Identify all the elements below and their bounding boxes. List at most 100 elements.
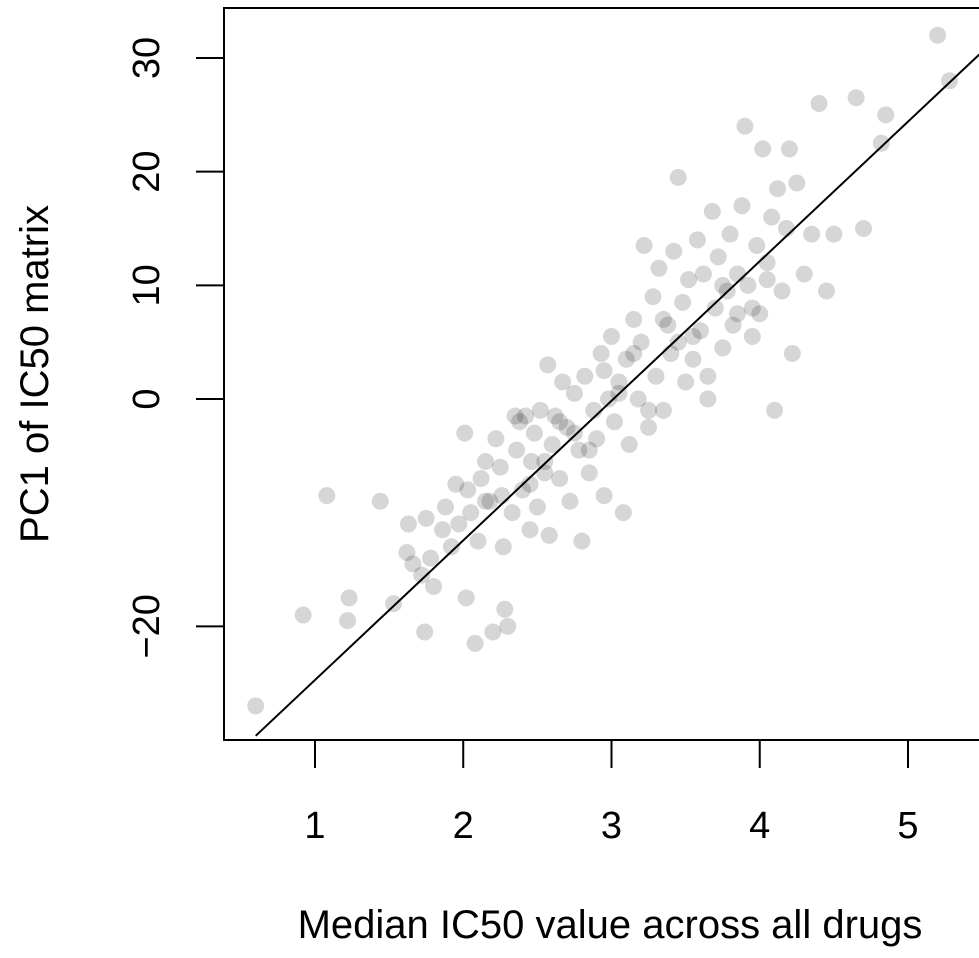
x-tick-label: 1 — [304, 805, 325, 847]
data-point — [739, 276, 757, 294]
data-point — [340, 589, 358, 607]
x-tick-label: 4 — [749, 805, 770, 847]
data-point — [528, 498, 546, 516]
data-point — [721, 225, 739, 243]
data-point — [456, 424, 474, 442]
data-point — [592, 345, 610, 363]
data-point — [773, 282, 791, 300]
data-point — [625, 345, 643, 363]
data-point — [580, 441, 598, 459]
data-point — [476, 492, 494, 510]
x-tick-label: 5 — [897, 805, 918, 847]
data-point — [339, 612, 357, 630]
data-points — [247, 26, 959, 715]
y-tick-label: 10 — [126, 264, 168, 306]
data-point — [413, 566, 431, 584]
data-point — [688, 231, 706, 249]
data-point — [694, 265, 712, 283]
data-point — [855, 219, 873, 237]
data-point — [558, 418, 576, 436]
data-point — [398, 543, 416, 561]
data-point — [462, 504, 480, 522]
data-point — [669, 333, 687, 351]
data-point — [650, 259, 668, 277]
data-point — [729, 305, 747, 323]
data-point — [684, 327, 702, 345]
data-point — [724, 316, 742, 334]
data-point — [551, 470, 569, 488]
data-point — [714, 339, 732, 357]
data-point — [632, 333, 650, 351]
data-point — [522, 453, 540, 471]
data-point — [459, 481, 477, 499]
data-point — [436, 498, 454, 516]
data-point — [476, 453, 494, 471]
data-point — [546, 407, 564, 425]
data-point — [617, 350, 635, 368]
data-point — [703, 202, 721, 220]
y-axis-label: PC1 of IC50 matrix — [13, 205, 57, 543]
data-point — [709, 248, 727, 266]
data-point — [605, 413, 623, 431]
data-point — [565, 384, 583, 402]
y-tick-label: 30 — [126, 37, 168, 79]
data-point — [508, 441, 526, 459]
data-point — [442, 538, 460, 556]
data-point — [754, 140, 772, 158]
data-point — [780, 140, 798, 158]
data-point — [416, 623, 434, 641]
data-point — [422, 549, 440, 567]
data-point — [503, 504, 521, 522]
data-point — [929, 26, 947, 44]
data-point — [499, 617, 517, 635]
data-point — [561, 492, 579, 510]
data-point — [600, 390, 618, 408]
data-point — [659, 316, 677, 334]
data-point — [654, 401, 672, 419]
data-point — [763, 208, 781, 226]
data-point — [425, 578, 443, 596]
data-point — [588, 430, 606, 448]
data-point — [457, 589, 475, 607]
data-point — [817, 282, 835, 300]
data-point — [484, 623, 502, 641]
y-tick-label: 20 — [126, 151, 168, 193]
data-point — [795, 265, 813, 283]
data-point — [487, 430, 505, 448]
data-point — [573, 532, 591, 550]
data-point — [714, 276, 732, 294]
data-point — [576, 367, 594, 385]
x-tick-label: 3 — [601, 805, 622, 847]
data-point — [625, 310, 643, 328]
data-point — [521, 475, 539, 493]
data-point — [669, 168, 687, 186]
data-point — [758, 254, 776, 272]
data-point — [769, 180, 787, 198]
y-tick-label: −20 — [126, 594, 168, 658]
data-point — [635, 237, 653, 255]
data-point — [810, 94, 828, 112]
data-point — [640, 418, 658, 436]
data-point — [743, 327, 761, 345]
data-point — [758, 271, 776, 289]
data-point — [629, 390, 647, 408]
data-point — [494, 538, 512, 556]
data-point — [640, 401, 658, 419]
data-point — [450, 515, 468, 533]
data-point — [318, 487, 336, 505]
data-point — [603, 327, 620, 345]
data-point — [536, 453, 554, 471]
data-point — [521, 521, 539, 539]
data-point — [674, 293, 692, 311]
data-point — [371, 492, 389, 510]
data-point — [570, 441, 588, 459]
data-point — [777, 219, 795, 237]
regression-line — [255, 53, 979, 737]
data-point — [654, 310, 672, 328]
data-point — [540, 526, 558, 544]
data-point — [543, 435, 561, 453]
data-point — [751, 305, 769, 323]
data-point — [677, 373, 695, 391]
data-point — [783, 345, 801, 363]
